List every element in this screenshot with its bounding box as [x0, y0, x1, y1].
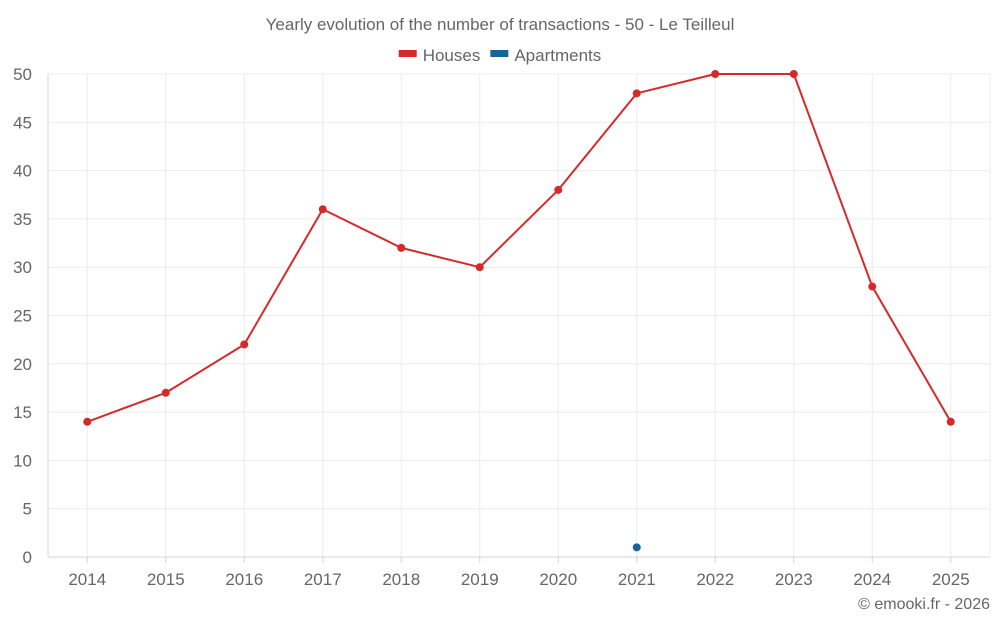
- x-tick-label: 2023: [775, 570, 813, 589]
- legend-item-apartments[interactable]: Apartments: [490, 46, 601, 65]
- x-tick-label: 2021: [618, 570, 656, 589]
- legend-item-houses[interactable]: Houses: [398, 46, 481, 65]
- data-point-houses[interactable]: [554, 185, 563, 194]
- y-tick-label: 20: [13, 355, 32, 374]
- data-point-houses[interactable]: [240, 340, 249, 349]
- grid: [48, 73, 990, 557]
- data-point-houses[interactable]: [711, 70, 720, 78]
- x-tick-label: 2017: [304, 570, 342, 589]
- legend-swatch: [398, 50, 417, 57]
- x-tick-label: 2024: [853, 570, 891, 589]
- y-tick-label: 25: [13, 307, 32, 326]
- x-tick-label: 2020: [539, 570, 577, 589]
- data-point-houses[interactable]: [83, 417, 92, 426]
- x-tick-label: 2015: [147, 570, 185, 589]
- x-axis: 2014 2015 2016 2017 2018 2019 2020 2021 2022 2023…: [47, 74, 991, 589]
- series-apartments: [632, 543, 641, 552]
- y-tick-label: 40: [13, 162, 32, 181]
- y-tick-label: 30: [13, 258, 32, 277]
- y-tick-label: 10: [13, 451, 32, 470]
- data-point-houses[interactable]: [789, 70, 798, 78]
- y-tick-label: 5: [23, 500, 32, 519]
- data-point-houses[interactable]: [475, 263, 484, 272]
- x-tick-label: 2018: [382, 570, 420, 589]
- data-point-houses[interactable]: [868, 282, 877, 291]
- data-point-houses[interactable]: [397, 243, 406, 252]
- x-tick-label: 2014: [68, 570, 106, 589]
- x-tick-label: 2019: [461, 570, 499, 589]
- legend-label: Apartments: [514, 46, 601, 65]
- y-tick-label: 15: [13, 403, 32, 422]
- y-tick-label: 0: [23, 548, 32, 567]
- y-axis: 0 5 10 15 20 25 30 35 40 45 50: [13, 65, 32, 567]
- data-point-houses[interactable]: [161, 388, 170, 397]
- data-point-houses[interactable]: [632, 89, 641, 98]
- data-point-apartments[interactable]: [632, 543, 641, 552]
- legend-swatch: [490, 50, 509, 57]
- data-point-houses[interactable]: [318, 205, 327, 214]
- series-line-houses: [86, 73, 952, 423]
- legend: Houses Apartments: [398, 46, 601, 65]
- series-houses: [83, 70, 955, 426]
- credit-text: © emooki.fr - 2026: [858, 596, 990, 613]
- data-point-houses[interactable]: [946, 417, 955, 426]
- chart-title: Yearly evolution of the number of transa…: [266, 15, 735, 34]
- series-layer: [83, 70, 955, 552]
- legend-label: Houses: [423, 46, 481, 65]
- x-tick-label: 2022: [696, 570, 734, 589]
- y-tick-label: 35: [13, 210, 32, 229]
- x-tick-label: 2016: [225, 570, 263, 589]
- x-tick-label: 2025: [932, 570, 970, 589]
- y-tick-label: 50: [13, 65, 32, 84]
- y-tick-label: 45: [13, 113, 32, 132]
